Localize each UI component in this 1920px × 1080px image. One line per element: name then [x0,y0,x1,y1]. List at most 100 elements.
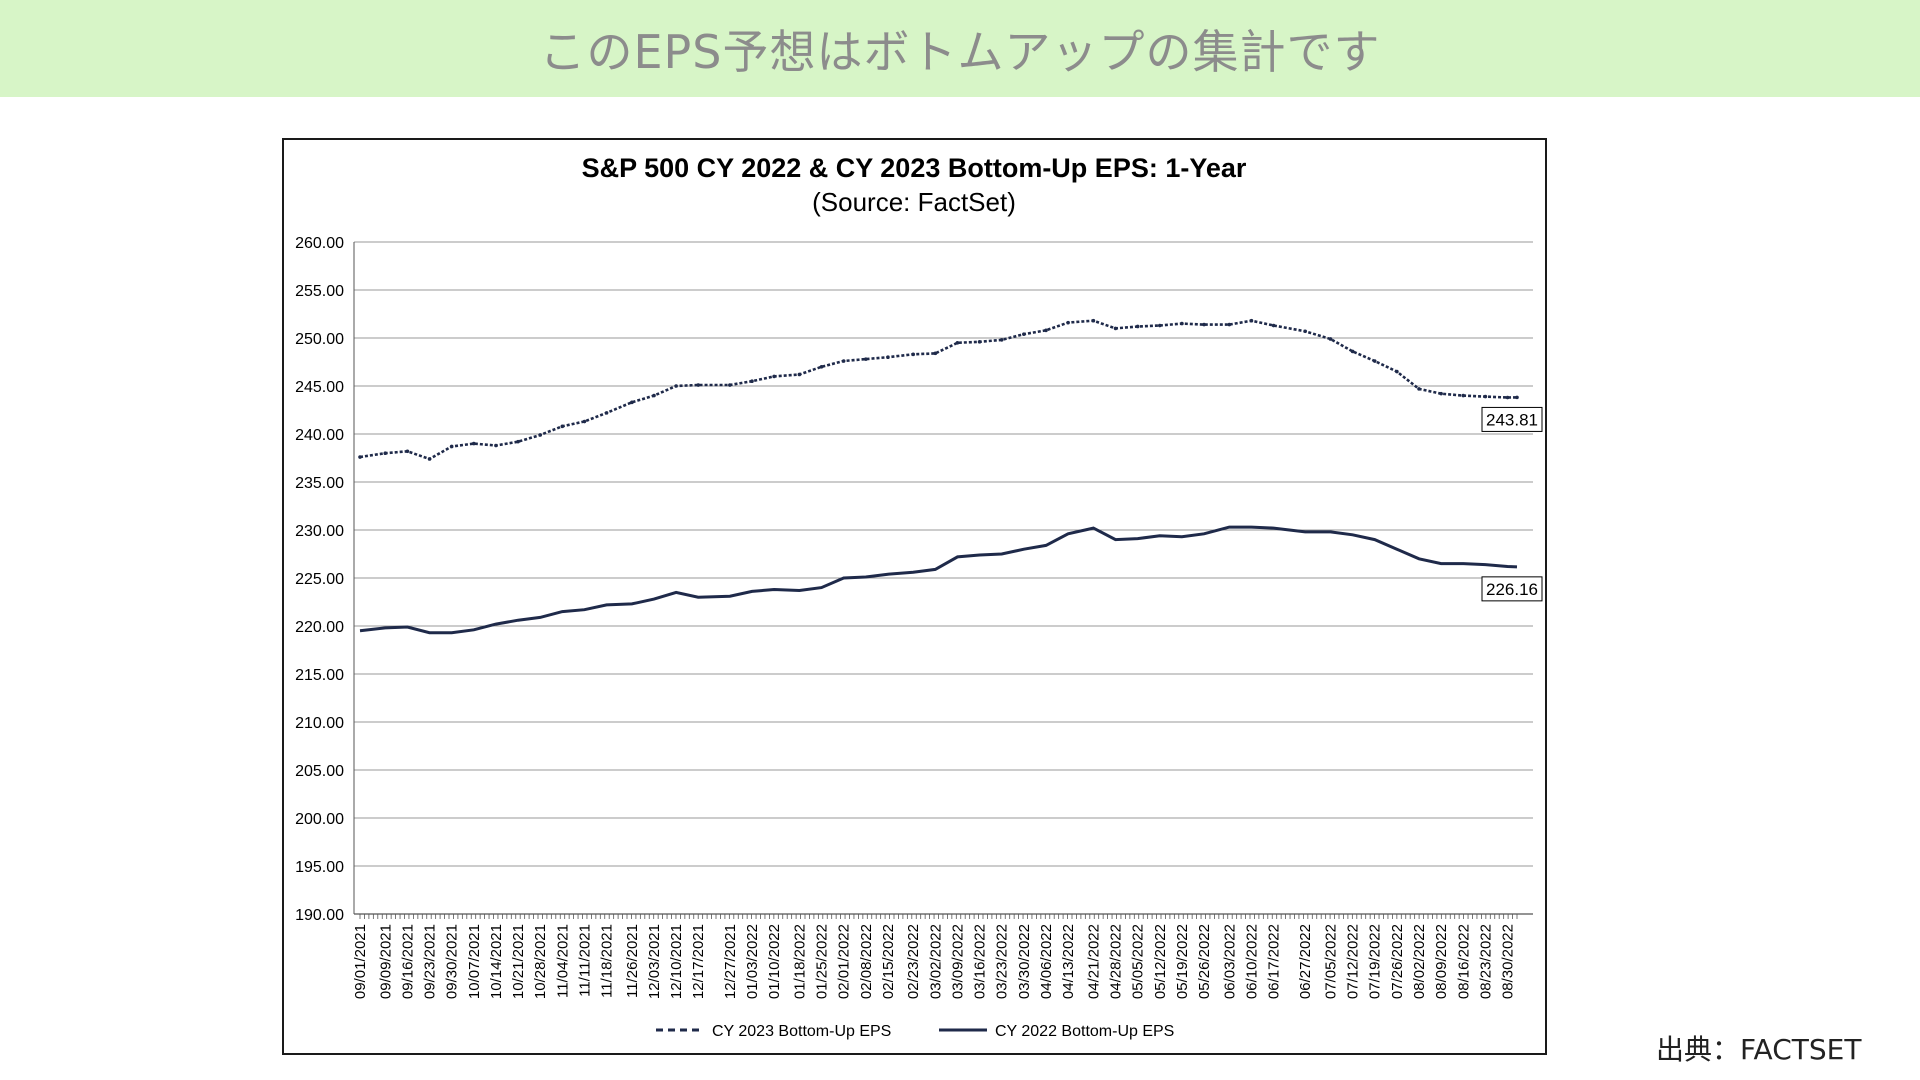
series-point [977,340,982,344]
x-tick-label: 01/25/2022 [814,924,831,999]
x-tick-label: 10/07/2021 [466,924,483,999]
x-tick-label: 09/01/2021 [352,924,369,999]
series-point [1505,395,1510,400]
x-tick-label: 01/03/2022 [744,924,761,999]
x-tick-label: 12/03/2021 [646,924,663,999]
x-tick-label: 07/19/2022 [1367,924,1384,999]
y-tick-label: 250.00 [295,331,344,348]
series-point [886,355,890,359]
series-point [582,419,587,424]
x-tick-label: 01/18/2022 [791,924,808,999]
x-tick-label: 11/11/2021 [576,924,593,997]
series-point [383,451,388,456]
y-tick-label: 230.00 [295,523,344,540]
x-tick-label: 05/05/2022 [1130,924,1147,999]
x-tick-label: 09/30/2021 [444,924,461,999]
series-point [1303,329,1307,334]
x-tick-label: 02/01/2022 [836,924,853,999]
y-tick-label: 245.00 [295,379,344,396]
x-tick-label: 11/04/2021 [554,924,571,998]
x-tick-label: 06/03/2022 [1221,924,1238,999]
series-point [797,372,802,377]
x-tick-label: 10/14/2021 [488,924,505,999]
x-tick-label: 02/15/2022 [880,924,897,999]
series-point [538,433,542,437]
x-tick-label: 03/16/2022 [972,924,989,999]
end-value-box [1481,406,1543,432]
x-tick-label: 05/26/2022 [1196,924,1213,999]
page-title: このEPS予想はボトムアップの集計です [539,24,1381,79]
chart-subtitle: (Source: FactSet) [812,187,1016,217]
series-point [560,424,565,429]
series-point [1395,369,1399,374]
series-point [999,338,1004,342]
x-tick-label: 12/17/2021 [690,924,707,999]
series-point [911,352,916,357]
legend-label: CY 2023 Bottom-Up EPS [712,1023,891,1040]
y-tick-label: 225.00 [295,571,344,588]
series-point [1066,320,1070,325]
series-point [1227,322,1232,327]
series-point [728,383,732,387]
series-point [1350,349,1355,354]
x-tick-label: 01/10/2022 [766,924,783,999]
y-tick-label: 235.00 [295,475,344,492]
x-tick-label: 08/23/2022 [1477,924,1494,999]
x-tick-label: 08/16/2022 [1455,924,1472,999]
series-point [494,443,498,448]
end-value-label: 226.16 [1486,580,1538,599]
series-point [1044,328,1048,333]
x-tick-label: 06/10/2022 [1243,924,1260,999]
chart-frame: S&P 500 CY 2022 & CY 2023 Bottom-Up EPS:… [282,138,1547,1055]
x-tick-label: 04/28/2022 [1108,924,1125,999]
series-point [696,383,701,387]
y-tick-label: 210.00 [295,715,344,732]
y-tick-label: 200.00 [295,811,344,828]
x-tick-label: 06/27/2022 [1297,924,1314,999]
x-tick-label: 03/23/2022 [994,924,1011,999]
series-point [358,455,362,459]
series-point [750,379,754,383]
x-tick-label: 08/09/2022 [1433,924,1450,999]
x-tick-label: 05/12/2022 [1152,924,1169,999]
x-tick-label: 12/10/2021 [668,924,685,999]
series-point [1113,326,1118,331]
x-tick-label: 07/05/2022 [1322,924,1339,999]
x-tick-label: 12/27/2021 [722,924,739,999]
series-point [630,400,634,405]
series-point [863,357,868,361]
x-tick-label: 02/08/2022 [858,924,875,999]
series-point [1022,332,1026,336]
x-tick-label: 08/02/2022 [1411,924,1428,999]
series-point [427,457,432,461]
series-point [604,411,609,415]
x-tick-label: 02/23/2022 [905,924,922,999]
series-point [1271,323,1276,328]
series-point [1202,322,1206,327]
series-point [1461,393,1466,398]
end-value-box [1481,576,1543,602]
x-tick-label: 05/19/2022 [1174,924,1191,999]
y-tick-label: 215.00 [295,667,344,684]
series-point [516,439,520,444]
x-tick-label: 09/16/2021 [399,924,416,999]
x-tick-label: 09/09/2021 [377,924,394,999]
y-tick-label: 190.00 [295,907,344,924]
series-point [1439,391,1443,396]
x-tick-label: 07/12/2022 [1345,924,1362,999]
x-tick-label: 08/30/2022 [1500,924,1517,999]
x-tick-label: 03/09/2022 [949,924,966,999]
series-point [1515,395,1519,400]
series-point [1328,337,1333,341]
series-point [1372,359,1377,363]
series-point [652,393,656,398]
series-point [449,444,454,449]
series-point [1135,324,1140,329]
legend-label: CY 2022 Bottom-Up EPS [995,1023,1174,1040]
x-tick-label: 03/02/2022 [927,924,944,999]
x-tick-label: 09/23/2021 [422,924,439,999]
y-tick-label: 220.00 [295,619,344,636]
x-tick-label: 04/06/2022 [1038,924,1055,999]
series-point [841,359,846,363]
series-point [819,365,824,369]
